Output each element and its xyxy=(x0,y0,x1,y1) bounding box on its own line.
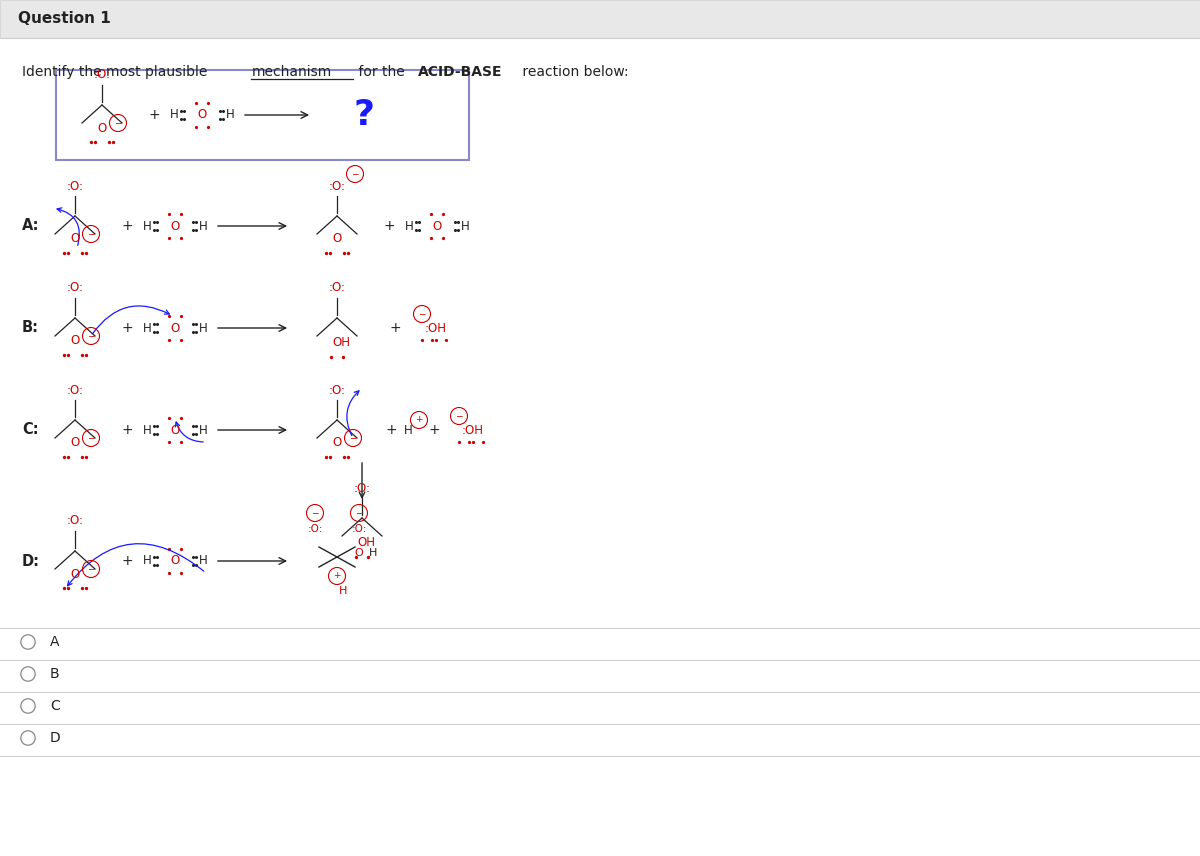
Text: C: C xyxy=(50,699,60,713)
Text: D:: D: xyxy=(22,554,40,568)
Text: :O:: :O: xyxy=(329,282,346,294)
Text: OH: OH xyxy=(358,536,374,549)
Text: ?: ? xyxy=(354,98,374,132)
Text: Identify the most plausible: Identify the most plausible xyxy=(22,65,211,79)
Text: mechanism: mechanism xyxy=(252,65,332,79)
Text: −: − xyxy=(88,433,95,442)
Text: O: O xyxy=(71,335,79,348)
Circle shape xyxy=(20,635,35,649)
Text: OH: OH xyxy=(332,336,350,348)
Text: +: + xyxy=(334,571,341,580)
Text: O: O xyxy=(170,555,180,568)
Text: H: H xyxy=(368,548,377,558)
Text: −: − xyxy=(88,564,95,573)
Text: H: H xyxy=(143,219,151,233)
Text: O: O xyxy=(197,109,206,122)
Text: :O:: :O: xyxy=(66,180,84,193)
Text: H: H xyxy=(199,322,208,335)
Text: H: H xyxy=(403,424,413,437)
Text: :O:: :O: xyxy=(66,383,84,396)
Text: O: O xyxy=(97,122,107,134)
Text: +: + xyxy=(389,321,401,335)
Text: A: A xyxy=(50,635,60,649)
Text: −: − xyxy=(419,309,426,318)
Text: ACID-BASE: ACID-BASE xyxy=(418,65,503,79)
Text: +: + xyxy=(121,219,133,233)
Text: −: − xyxy=(455,411,463,420)
Text: :O:: :O: xyxy=(329,383,346,396)
Text: O: O xyxy=(71,233,79,246)
Text: +: + xyxy=(121,321,133,335)
Text: A:: A: xyxy=(22,218,40,234)
Text: −: − xyxy=(88,229,95,238)
Text: O: O xyxy=(170,322,180,335)
Text: O: O xyxy=(71,437,79,449)
Text: −: − xyxy=(352,169,359,178)
Text: O: O xyxy=(170,424,180,437)
Text: :OH: :OH xyxy=(425,322,448,335)
Text: :OH: :OH xyxy=(462,424,484,437)
Text: B:: B: xyxy=(22,320,38,336)
Text: −: − xyxy=(349,433,356,442)
Text: +: + xyxy=(428,423,440,437)
Text: :O:: :O: xyxy=(354,481,371,495)
Text: :O:: :O: xyxy=(66,282,84,294)
Text: H: H xyxy=(199,219,208,233)
FancyBboxPatch shape xyxy=(56,70,469,160)
Text: +: + xyxy=(383,219,395,233)
Text: Question 1: Question 1 xyxy=(18,11,110,26)
Text: H: H xyxy=(143,424,151,437)
Text: O: O xyxy=(170,219,180,233)
Text: :O:: :O: xyxy=(352,524,367,534)
Text: C:: C: xyxy=(22,423,38,437)
Text: H: H xyxy=(404,219,413,233)
Text: H: H xyxy=(338,586,347,596)
Text: for the: for the xyxy=(354,65,409,79)
Text: H: H xyxy=(461,219,469,233)
Text: H: H xyxy=(143,555,151,568)
Text: reaction below:: reaction below: xyxy=(518,65,629,79)
Text: −: − xyxy=(88,331,95,340)
Text: O: O xyxy=(332,437,342,449)
Text: O: O xyxy=(71,568,79,580)
Text: H: H xyxy=(199,424,208,437)
Circle shape xyxy=(20,731,35,746)
FancyBboxPatch shape xyxy=(0,0,1200,38)
Text: B: B xyxy=(50,667,60,681)
Text: +: + xyxy=(121,423,133,437)
Text: H: H xyxy=(199,555,208,568)
Text: −: − xyxy=(114,118,121,127)
Text: :O:: :O: xyxy=(66,514,84,527)
Text: −: − xyxy=(355,508,362,517)
Text: :O:: :O: xyxy=(94,68,110,81)
Text: O: O xyxy=(355,548,364,558)
Text: +: + xyxy=(415,415,422,424)
Text: O: O xyxy=(332,233,342,246)
Text: :O:: :O: xyxy=(329,180,346,193)
Text: +: + xyxy=(385,423,397,437)
Text: H: H xyxy=(226,109,234,122)
Circle shape xyxy=(20,667,35,681)
Text: +: + xyxy=(148,108,160,122)
Text: H: H xyxy=(143,322,151,335)
Text: H: H xyxy=(169,109,179,122)
Text: +: + xyxy=(121,554,133,568)
Text: −: − xyxy=(311,508,319,517)
Text: O: O xyxy=(432,219,442,233)
Circle shape xyxy=(20,698,35,713)
Text: D: D xyxy=(50,731,61,745)
Text: :O:: :O: xyxy=(307,524,323,534)
